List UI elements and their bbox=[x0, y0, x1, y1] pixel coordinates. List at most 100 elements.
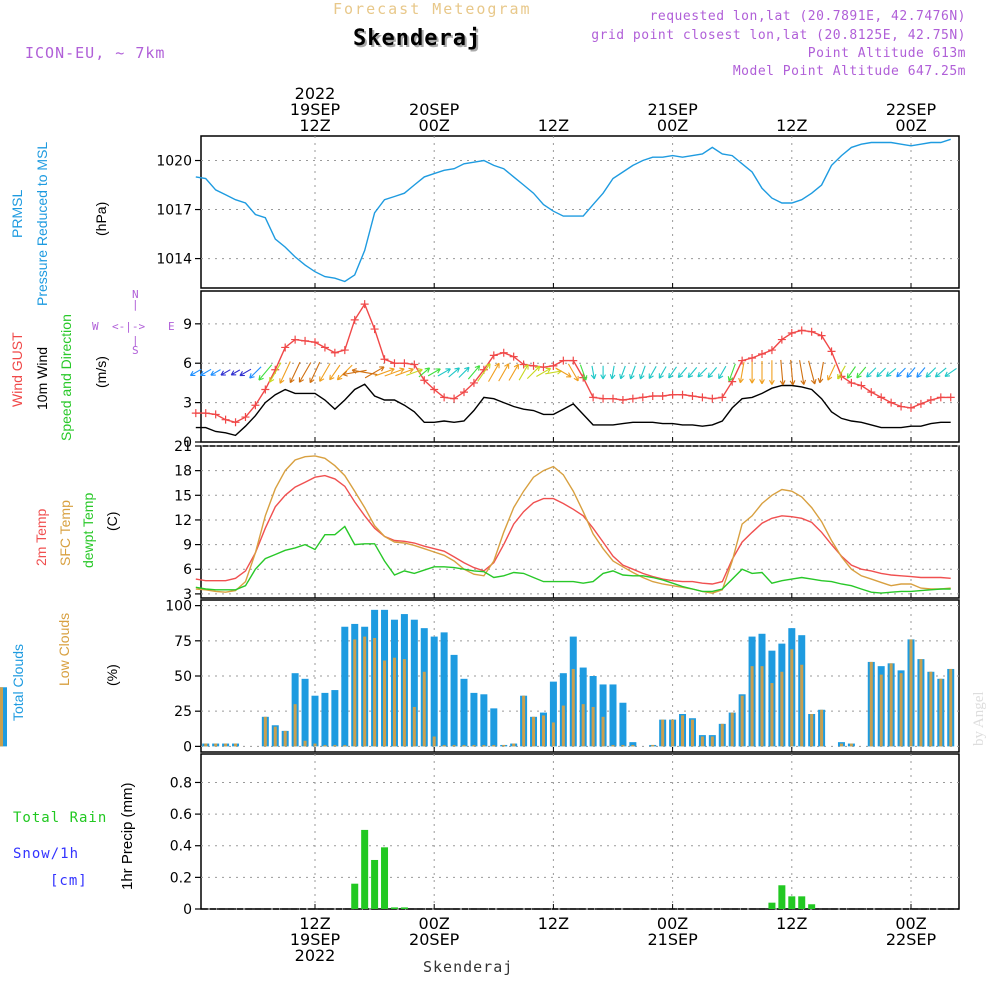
bar-total-cloud bbox=[301, 678, 309, 747]
wind-arrow bbox=[687, 367, 698, 379]
bar-rain bbox=[798, 896, 806, 909]
wind-arrow bbox=[364, 366, 385, 379]
gust-marker bbox=[420, 376, 429, 385]
wind-arrow bbox=[427, 368, 441, 377]
gust-marker bbox=[807, 327, 816, 336]
gust-marker bbox=[499, 348, 508, 357]
wind-arrow bbox=[738, 361, 745, 384]
bottom-time-label: 2022 bbox=[295, 946, 336, 965]
panel-frame bbox=[200, 290, 960, 443]
wind-arrow bbox=[384, 367, 405, 377]
bar-low-cloud bbox=[780, 671, 784, 747]
gust-marker bbox=[281, 343, 290, 352]
wind-arrow bbox=[199, 368, 212, 377]
gust-marker bbox=[529, 361, 538, 370]
y-tick-label: 21 bbox=[174, 439, 192, 455]
gust-marker bbox=[311, 338, 319, 347]
gust-marker bbox=[777, 335, 786, 344]
gust-marker bbox=[350, 315, 359, 324]
gust-marker bbox=[450, 394, 459, 403]
wind-arrow bbox=[395, 367, 414, 377]
gust-marker bbox=[430, 385, 439, 394]
wind-arrow bbox=[477, 363, 491, 382]
gust-marker bbox=[907, 403, 915, 412]
station-name: Skenderaj bbox=[353, 26, 482, 51]
gust-marker bbox=[549, 361, 558, 370]
gust-marker bbox=[261, 385, 270, 394]
gust-marker bbox=[589, 393, 598, 402]
wind-arrow bbox=[458, 366, 470, 378]
bar-total-cloud bbox=[480, 694, 488, 747]
bar-low-cloud bbox=[839, 743, 843, 747]
bar-low-cloud bbox=[392, 657, 396, 747]
wind-arrow bbox=[258, 364, 273, 381]
top-time-label: 12Z bbox=[538, 116, 569, 135]
wind-arrow bbox=[555, 367, 572, 378]
gust-marker bbox=[936, 393, 945, 402]
bar-rain bbox=[390, 907, 398, 909]
y-tick-label: 15 bbox=[174, 488, 192, 504]
bar-low-cloud bbox=[849, 743, 853, 747]
bar-low-cloud bbox=[770, 683, 774, 747]
gust-marker bbox=[231, 418, 240, 427]
gust-marker bbox=[489, 351, 498, 360]
gust-marker bbox=[638, 393, 647, 402]
wind-arrow bbox=[319, 363, 331, 382]
bar-low-cloud bbox=[671, 719, 675, 747]
bar-total-cloud bbox=[450, 654, 458, 747]
bar-low-cloud bbox=[214, 743, 218, 747]
wind-arrow bbox=[727, 363, 736, 382]
model-point-altitude: Model Point Altitude 647.25m bbox=[732, 64, 966, 79]
y-tick-label: 1020 bbox=[156, 154, 192, 170]
bar-low-cloud bbox=[899, 673, 903, 747]
wind-arrow bbox=[677, 367, 688, 379]
wind-arrow bbox=[567, 363, 579, 382]
wind-arrow bbox=[707, 367, 718, 379]
y-tick-label: 1017 bbox=[156, 203, 192, 219]
gust-marker bbox=[857, 381, 866, 390]
panel-frame bbox=[200, 135, 960, 289]
bar-low-cloud bbox=[234, 743, 238, 747]
bar-low-cloud bbox=[571, 668, 575, 747]
y-tick-label: 0.2 bbox=[170, 870, 192, 886]
bar-rain bbox=[371, 859, 379, 909]
wind-arrow bbox=[518, 364, 529, 381]
series-line-10m-wind bbox=[195, 383, 951, 437]
bottom-time-label: 21SEP bbox=[647, 930, 698, 949]
y-tick-label: 6 bbox=[183, 356, 192, 372]
wind-arrow bbox=[896, 367, 906, 378]
bar-low-cloud bbox=[512, 743, 516, 747]
gust-marker bbox=[688, 392, 697, 401]
gust-marker bbox=[291, 335, 300, 344]
bar-low-cloud bbox=[363, 636, 367, 747]
gust-marker bbox=[201, 409, 210, 418]
gust-marker bbox=[797, 326, 806, 335]
wind-arrow bbox=[298, 362, 312, 383]
bar-total-cloud bbox=[470, 692, 478, 747]
bar-total-cloud bbox=[341, 626, 349, 747]
gust-marker bbox=[390, 359, 399, 368]
bar-low-cloud bbox=[204, 743, 208, 747]
wind-arrow bbox=[779, 359, 786, 386]
bar-rain bbox=[808, 904, 816, 909]
total-rain-legend: Total Rain bbox=[13, 810, 108, 826]
wind-arrow bbox=[925, 367, 937, 378]
bottom-time-label: 12Z bbox=[538, 914, 569, 933]
top-time-label: 00Z bbox=[419, 116, 450, 135]
gust-marker bbox=[599, 394, 608, 403]
bar-total-cloud bbox=[609, 684, 617, 747]
wind-arrow bbox=[220, 369, 231, 376]
y-tick-label: 0.8 bbox=[170, 775, 192, 791]
wind-arrow bbox=[600, 365, 606, 380]
panel-prmsl: 1014 1017 1020 bbox=[156, 135, 960, 289]
top-time-label: 12Z bbox=[299, 116, 330, 135]
y-tick-label: 50 bbox=[174, 669, 192, 685]
bar-low-cloud bbox=[800, 664, 804, 747]
snow-legend: Snow/1h bbox=[13, 846, 80, 862]
gust-marker bbox=[330, 348, 339, 357]
bar-low-cloud bbox=[303, 740, 307, 747]
top-time-label: 22SEP bbox=[886, 100, 937, 119]
bar-low-cloud bbox=[919, 659, 923, 747]
